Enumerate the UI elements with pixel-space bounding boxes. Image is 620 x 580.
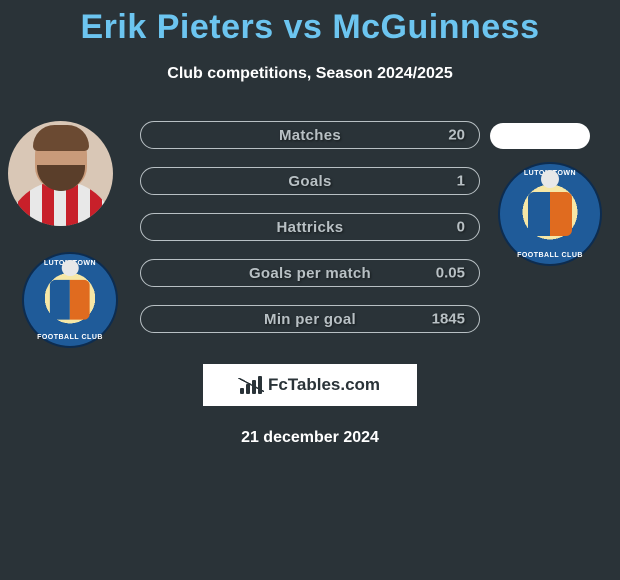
player-left-avatar: [8, 121, 113, 226]
stat-list: Matches 20 Goals 1 Hattricks 0 Goals per…: [140, 121, 480, 333]
stat-row-min-per-goal: Min per goal 1845: [140, 305, 480, 333]
badge-left-bottom-text: FOOTBALL CLUB: [24, 334, 116, 341]
stat-label: Goals per match: [249, 265, 371, 282]
stat-label: Goals: [288, 173, 331, 190]
stat-label: Hattricks: [277, 219, 344, 236]
brand-box[interactable]: FcTables.com: [202, 363, 418, 407]
badge-right-bottom-text: FOOTBALL CLUB: [500, 252, 600, 259]
stat-row-goals: Goals 1: [140, 167, 480, 195]
stat-value-right: 0.05: [436, 265, 465, 282]
brand-chart-icon: [240, 376, 262, 394]
date-text: 21 december 2024: [0, 429, 620, 447]
stat-label: Matches: [279, 127, 341, 144]
stat-row-hattricks: Hattricks 0: [140, 213, 480, 241]
subtitle: Club competitions, Season 2024/2025: [0, 65, 620, 83]
player-right-avatar: [490, 123, 590, 149]
comparison-area: LUTON TOWN FOOTBALL CLUB LUTON TOWN FOOT…: [0, 121, 620, 447]
stat-row-goals-per-match: Goals per match 0.05: [140, 259, 480, 287]
stat-value-right: 1: [457, 173, 465, 190]
badge-right-top-text: LUTON TOWN: [500, 170, 600, 177]
stat-row-matches: Matches 20: [140, 121, 480, 149]
comparison-card: Erik Pieters vs McGuinness Club competit…: [0, 0, 620, 447]
stat-value-right: 1845: [432, 311, 465, 328]
club-badge-right: LUTON TOWN FOOTBALL CLUB: [498, 162, 602, 266]
page-title: Erik Pieters vs McGuinness: [0, 0, 620, 47]
stat-value-right: 0: [457, 219, 465, 236]
brand-text: FcTables.com: [268, 375, 380, 395]
club-badge-left: LUTON TOWN FOOTBALL CLUB: [22, 252, 118, 348]
stat-value-right: 20: [448, 127, 465, 144]
stat-label: Min per goal: [264, 311, 356, 328]
badge-left-top-text: LUTON TOWN: [24, 260, 116, 267]
